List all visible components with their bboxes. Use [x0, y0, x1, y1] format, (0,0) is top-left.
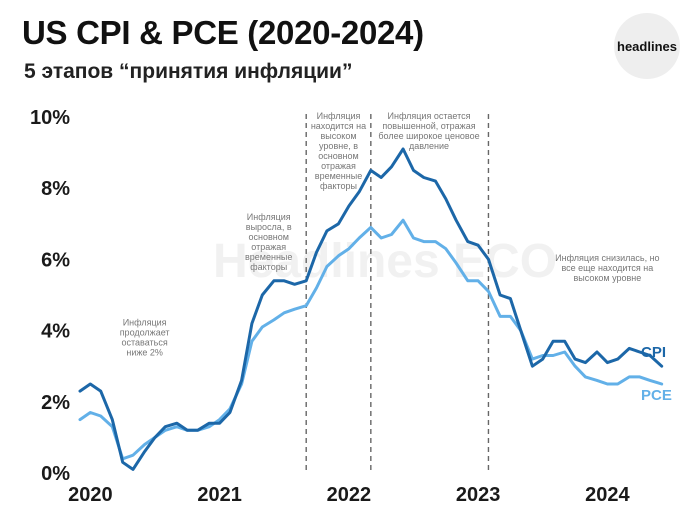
series-label-cpi: CPI: [641, 344, 666, 361]
annotation-0: Инфляция продолжает оставаться ниже 2%: [120, 317, 170, 357]
x-tick-label: 2022: [327, 484, 372, 506]
headlines-logo: headlines: [614, 13, 680, 79]
y-tick-label: 2%: [41, 392, 70, 414]
y-tick-label: 4%: [41, 321, 70, 343]
annotation-1: Инфляция выросла, в основном отражая временн…: [245, 212, 292, 272]
annotation-3: Инфляция остается повышенной, отражая боле…: [378, 111, 479, 151]
series-label-pce: PCE: [641, 387, 672, 404]
x-tick-label: 2024: [585, 484, 630, 506]
series-labels: CPI PCE: [641, 344, 672, 404]
phase-annotations: Инфляция продолжает оставаться ниже 2% Инфля…: [120, 111, 660, 357]
series-line-cpi: [78, 147, 664, 471]
y-tick-label: 6%: [41, 249, 70, 271]
y-tick-label: 10%: [30, 107, 70, 129]
x-axis-ticks: 2020 2021 2022 2023 2024: [68, 484, 630, 506]
y-tick-label: 8%: [41, 178, 70, 200]
x-tick-label: 2020: [68, 484, 113, 506]
annotation-4: Инфляция снизилась, но все еще находится …: [555, 253, 659, 283]
logo-text: headlines: [617, 38, 677, 54]
phase-dividers: [305, 114, 490, 473]
y-tick-label: 0%: [41, 463, 70, 485]
x-tick-label: 2023: [456, 484, 501, 506]
series-line-pce: [78, 218, 664, 461]
watermark-text: Headlines ECO: [213, 235, 557, 288]
x-tick-label: 2021: [197, 484, 242, 506]
y-axis-ticks: 0% 2% 4% 6% 8% 10%: [30, 107, 70, 485]
chart-title: US CPI & PCE (2020-2024): [22, 14, 424, 51]
annotation-2: Инфляция находится на высоком уровне, в осно…: [311, 111, 366, 191]
chart-subtitle: 5 этапов “принятия инфляции”: [24, 60, 353, 83]
series-lines: [78, 147, 664, 471]
